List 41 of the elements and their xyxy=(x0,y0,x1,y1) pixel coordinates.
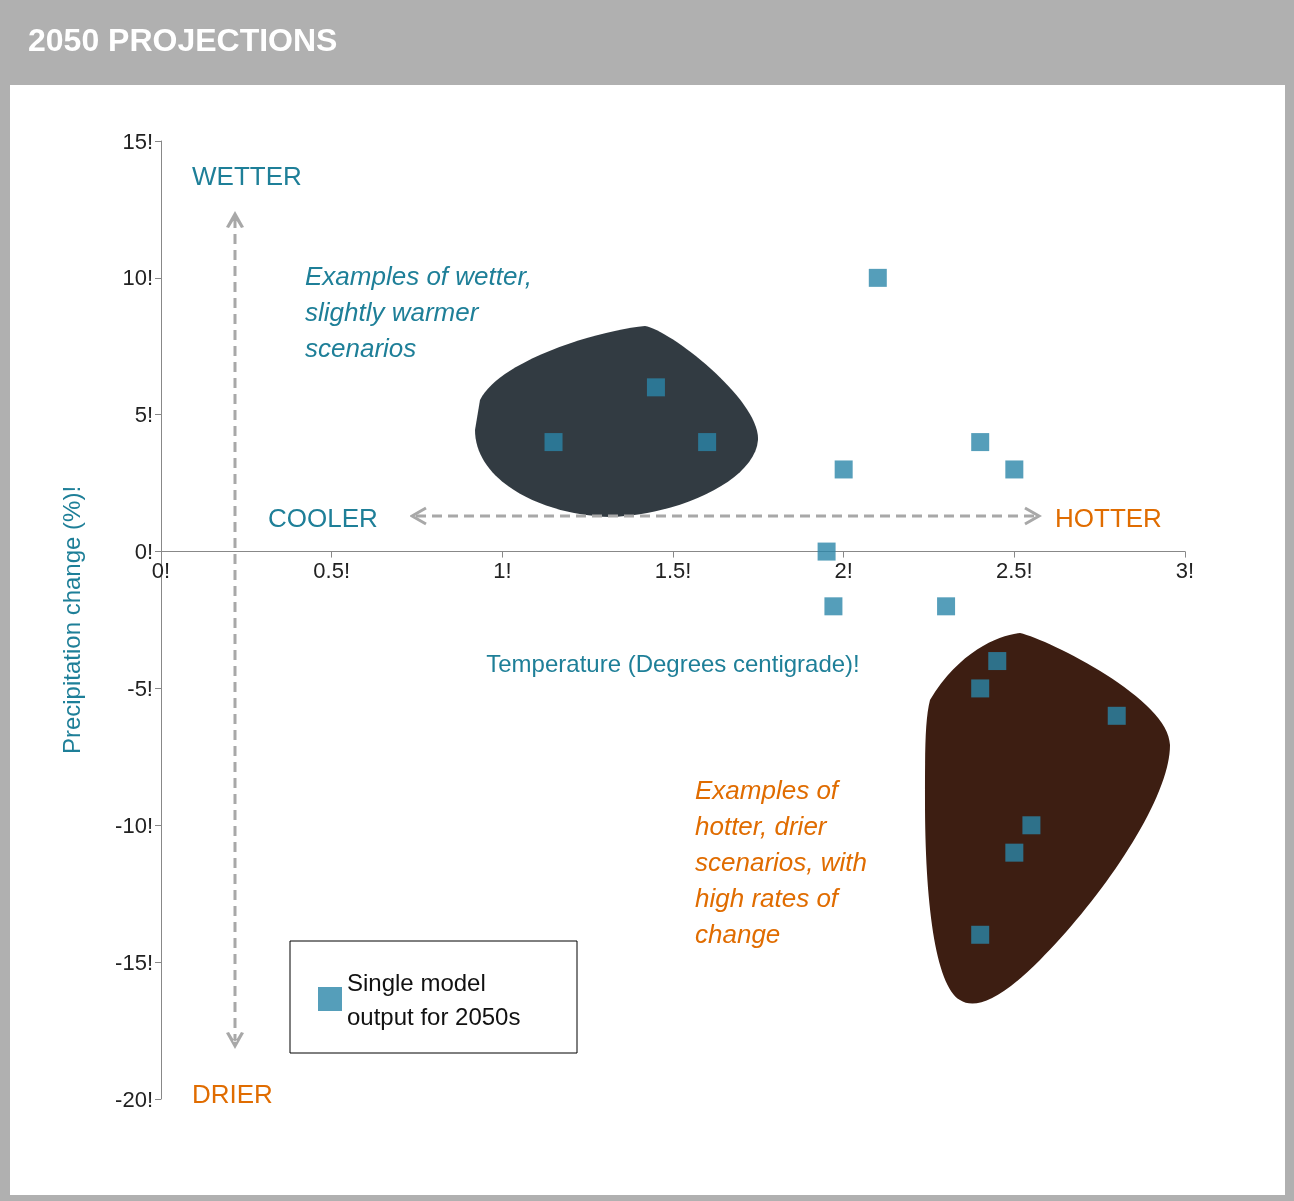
point xyxy=(1005,460,1024,479)
y-tick-label: 0! xyxy=(134,539,153,565)
annotation: Examples of wetter, slightly warmer scenarios xyxy=(305,260,533,365)
x-tick-label: 1! xyxy=(493,558,512,584)
y-tick-label: -5! xyxy=(127,675,153,701)
point xyxy=(834,460,853,479)
annotation: Examples of hotter, drier scenarios, with high rates of change xyxy=(695,774,868,951)
y-tick-label: -10! xyxy=(115,812,153,838)
point xyxy=(971,679,990,698)
point xyxy=(817,542,836,561)
legend-label: Single model output for 2050s xyxy=(347,968,521,1030)
y-tick-label: 5! xyxy=(134,402,153,428)
x-tick-label: 2.5! xyxy=(995,558,1033,584)
point xyxy=(971,433,990,452)
x-tick-label: 0.5! xyxy=(313,558,351,584)
x-axis-title: Temperature (Degrees centigrade)! xyxy=(486,650,860,678)
annotation: COOLER xyxy=(268,502,378,535)
point xyxy=(937,597,956,616)
point xyxy=(1005,843,1024,862)
x-tick-label: 1.5! xyxy=(654,558,692,584)
annotation: HOTTER xyxy=(1055,502,1162,535)
point xyxy=(698,433,717,452)
chart-title: 2050 PROJECTIONS xyxy=(28,22,338,59)
y-tick-label: 15! xyxy=(122,128,153,154)
point xyxy=(971,925,990,944)
point xyxy=(824,597,843,616)
y-tick-label: 10! xyxy=(122,265,153,291)
x-tick-label: 2! xyxy=(834,558,853,584)
annotation: WETTER xyxy=(192,160,302,193)
point xyxy=(988,652,1007,671)
y-axis-title: Precipitation change (%)! xyxy=(57,485,85,755)
point xyxy=(868,268,887,287)
annotation: DRIER xyxy=(192,1078,273,1111)
x-tick-label: 0! xyxy=(151,558,171,584)
point xyxy=(646,378,665,397)
y-tick-label: -20! xyxy=(115,1086,153,1112)
x-tick-label: 3! xyxy=(1175,558,1195,584)
point xyxy=(544,433,563,452)
point xyxy=(1107,706,1126,725)
y-tick-label: -15! xyxy=(115,949,153,975)
point xyxy=(1022,816,1041,835)
